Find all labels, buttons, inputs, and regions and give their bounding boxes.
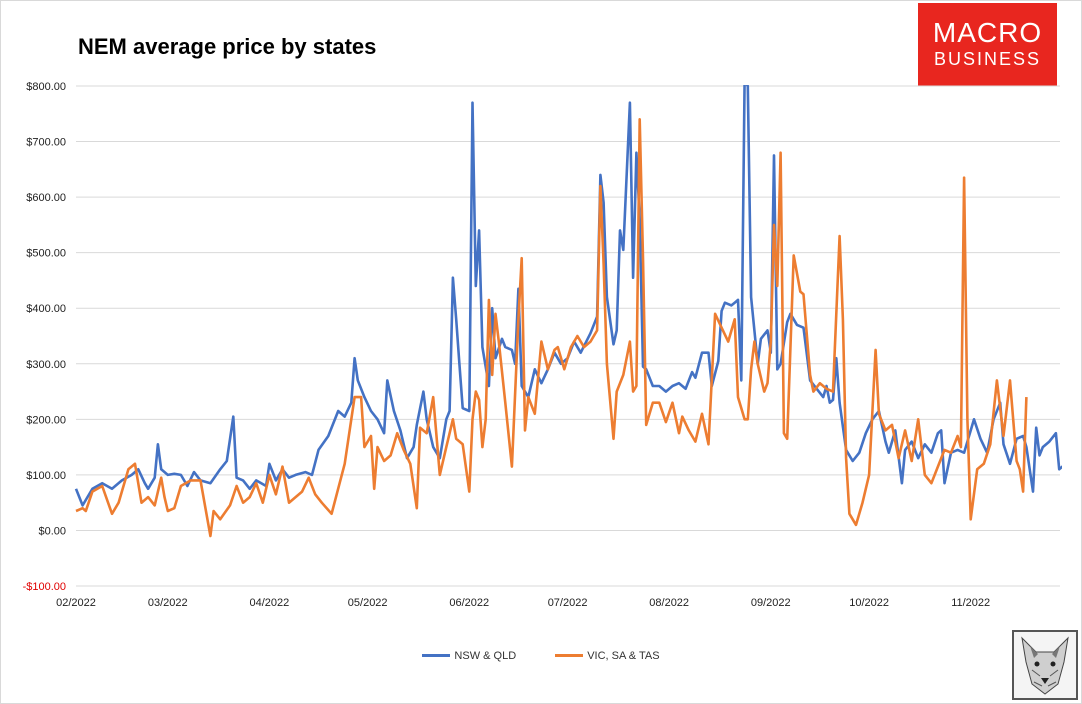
- wolf-mascot-image: [1012, 630, 1078, 700]
- series-line-nsw-qld: [74, 85, 1062, 507]
- logo-line-1: MACRO: [932, 17, 1043, 48]
- y-tick-label: $600.00: [26, 192, 66, 204]
- x-tick-label: 03/2022: [148, 597, 188, 609]
- chart-title: NEM average price by states: [78, 34, 377, 59]
- legend-swatch-nsw-qld: [422, 654, 451, 657]
- y-tick-label: $700.00: [26, 137, 66, 149]
- macro-business-logo: MACRO BUSINESS: [918, 3, 1057, 86]
- x-tick-label: 05/2022: [348, 597, 388, 609]
- x-tick-label: 11/2022: [951, 597, 990, 609]
- y-tick-label: $100.00: [26, 470, 66, 482]
- y-tick-label: $400.00: [26, 303, 66, 315]
- y-tick-label: $0.00: [38, 525, 66, 537]
- wolf-icon: [1021, 636, 1069, 695]
- y-tick-label: $500.00: [26, 248, 66, 260]
- legend-item-vic-sa-tas: VIC, SA & TAS: [555, 649, 660, 662]
- y-tick-label: $300.00: [26, 359, 66, 371]
- legend-label-vic-sa-tas: VIC, SA & TAS: [587, 649, 660, 662]
- legend-item-nsw-qld: NSW & QLD: [422, 650, 516, 662]
- series-line-vic-sa-tas: [75, 118, 1028, 538]
- y-tick-label: $800.00: [26, 81, 66, 93]
- y-tick-label: $200.00: [26, 414, 66, 426]
- legend-label-nsw-qld: NSW & QLD: [454, 649, 517, 662]
- x-tick-label: 06/2022: [449, 597, 489, 609]
- logo-line-2: BUSINESS: [933, 49, 1042, 69]
- legend-swatch-vic-sa-tas: [555, 654, 584, 657]
- y-tick-label: -$100.00: [23, 581, 66, 593]
- x-tick-label: 09/2022: [751, 597, 791, 609]
- x-tick-label: 07/2022: [548, 597, 588, 609]
- x-tick-label: 02/2022: [56, 597, 96, 609]
- x-tick-label: 08/2022: [649, 597, 689, 609]
- x-tick-label: 04/2022: [249, 597, 289, 609]
- chart-legend: NSW & QLD VIC, SA & TAS: [0, 648, 1082, 662]
- x-tick-label: 10/2022: [849, 597, 889, 609]
